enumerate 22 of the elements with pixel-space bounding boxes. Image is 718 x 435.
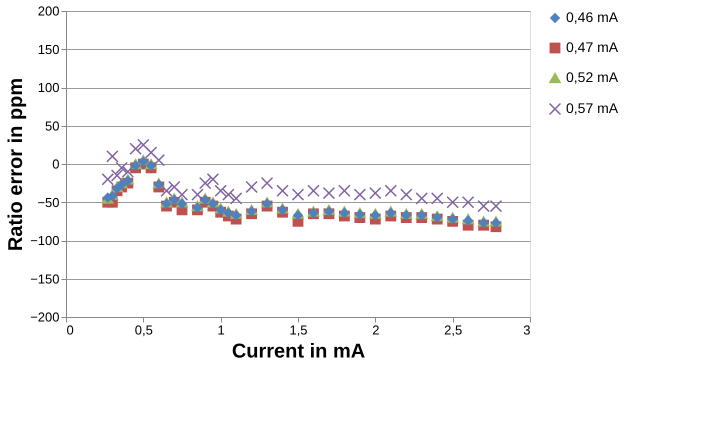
y-tick-label: −200 — [30, 310, 60, 324]
x-tick-label: 0 — [66, 322, 74, 338]
y-tick-label: 150 — [38, 42, 60, 57]
y-tick-label: 100 — [38, 80, 60, 95]
y-tick-label: 200 — [38, 4, 60, 18]
y-tick-label: −50 — [37, 194, 60, 210]
y-tick-label: −150 — [30, 271, 60, 286]
x-tick-label: 0,5 — [134, 322, 153, 338]
legend-label: 0,57 mA — [566, 100, 619, 116]
x-tick-label: 3 — [523, 322, 530, 338]
x-tick-label: 1 — [218, 322, 225, 338]
x-tick-label: 1,5 — [289, 322, 308, 338]
legend-label: 0,47 mA — [566, 39, 619, 55]
legend-label: 0,46 mA — [566, 9, 619, 25]
y-axis-title: Ratio error in ppm — [5, 78, 28, 252]
y-tick-label: 0 — [52, 156, 60, 172]
x-tick-label: 2 — [372, 322, 380, 338]
legend-label: 0,52 mA — [566, 69, 619, 85]
x-tick-label: 2,5 — [444, 322, 462, 338]
y-tick-label: −100 — [30, 233, 60, 248]
x-axis-title: Current in mA — [232, 340, 366, 362]
y-tick-label: 50 — [45, 118, 60, 134]
